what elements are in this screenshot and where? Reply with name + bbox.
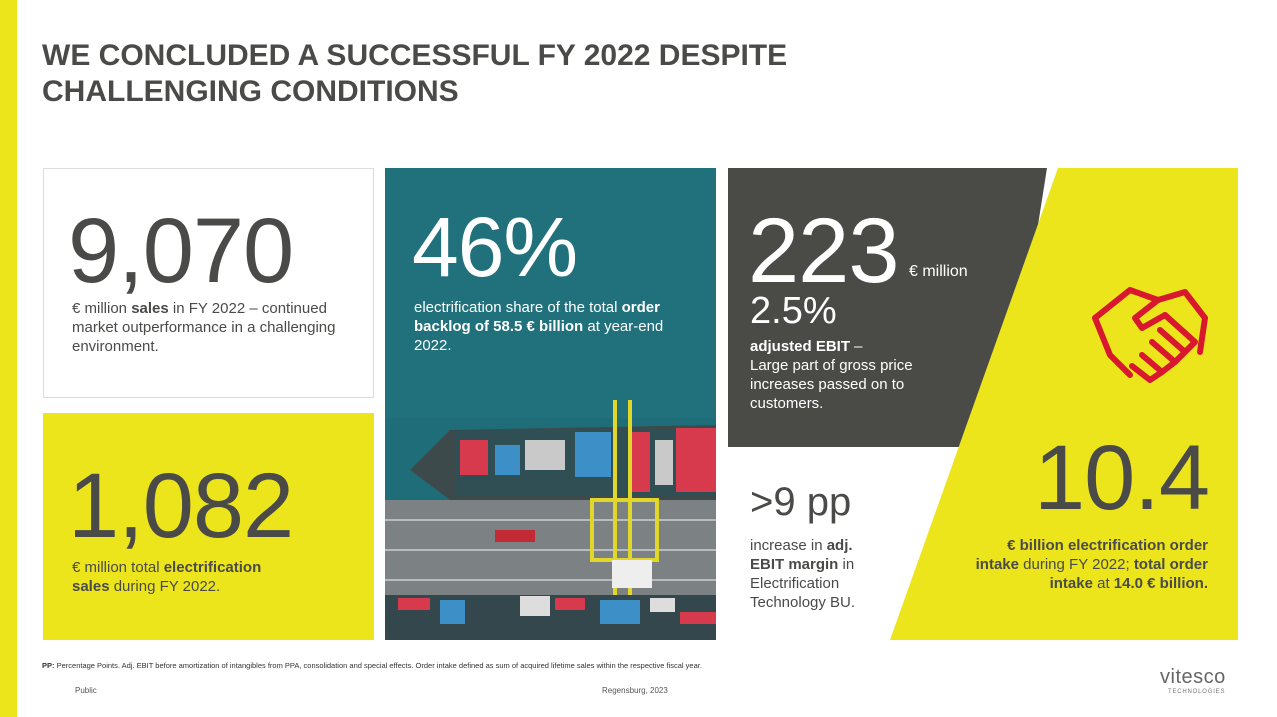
kpi-figure: 10.4: [1034, 432, 1209, 524]
kpi-unit: € million: [909, 263, 968, 281]
classification: Public: [75, 686, 97, 695]
text-segment: sales: [131, 300, 169, 317]
logo-tagline: TECHNOLOGIES: [1168, 689, 1225, 695]
text-segment: –: [850, 338, 863, 355]
text-segment: Percentage Points. Adj. EBIT before amor…: [55, 661, 702, 670]
kpi-figure: 1,082: [68, 460, 293, 552]
text-segment: Large part of gross price increases pass…: [750, 357, 913, 412]
text-segment: during FY 2022;: [1019, 556, 1134, 573]
footnote: PP: Percentage Points. Adj. EBIT before …: [42, 661, 702, 670]
text-segment: electrification share of the total: [414, 299, 622, 316]
kpi-text: € billion electrification order intake d…: [968, 536, 1208, 593]
text-segment: 14.0 € billion.: [1114, 575, 1208, 592]
text-segment: increase in: [750, 537, 827, 554]
text-segment: during FY 2022.: [110, 578, 221, 595]
kpi-text: electrification share of the total order…: [414, 298, 699, 355]
tile-backgrounds: [0, 0, 1277, 717]
text-segment: € million: [72, 300, 131, 317]
kpi-figure: >9 pp: [750, 482, 851, 522]
kpi-text: adjusted EBIT – Large part of gross price…: [750, 337, 940, 413]
kpi-figure: 9,070: [68, 205, 293, 297]
text-segment: adjusted EBIT: [750, 338, 850, 355]
text-segment: PP:: [42, 661, 55, 670]
location-date: Regensburg, 2023: [602, 686, 668, 695]
kpi-text: € million total electrification sales du…: [72, 558, 292, 596]
text-segment: € million total: [72, 559, 164, 576]
kpi-sub-figure: 2.5%: [750, 292, 837, 330]
slide: WE CONCLUDED A SUCCESSFUL FY 2022 DESPIT…: [0, 0, 1277, 717]
kpi-text: € million sales in FY 2022 – continued m…: [72, 299, 362, 356]
kpi-figure: 223: [748, 205, 899, 297]
kpi-text: increase in adj. EBIT margin in Electrif…: [750, 536, 890, 612]
text-segment: at: [1093, 575, 1114, 592]
kpi-figure: 46%: [412, 205, 577, 289]
logo-name: vitesco: [1160, 666, 1226, 689]
